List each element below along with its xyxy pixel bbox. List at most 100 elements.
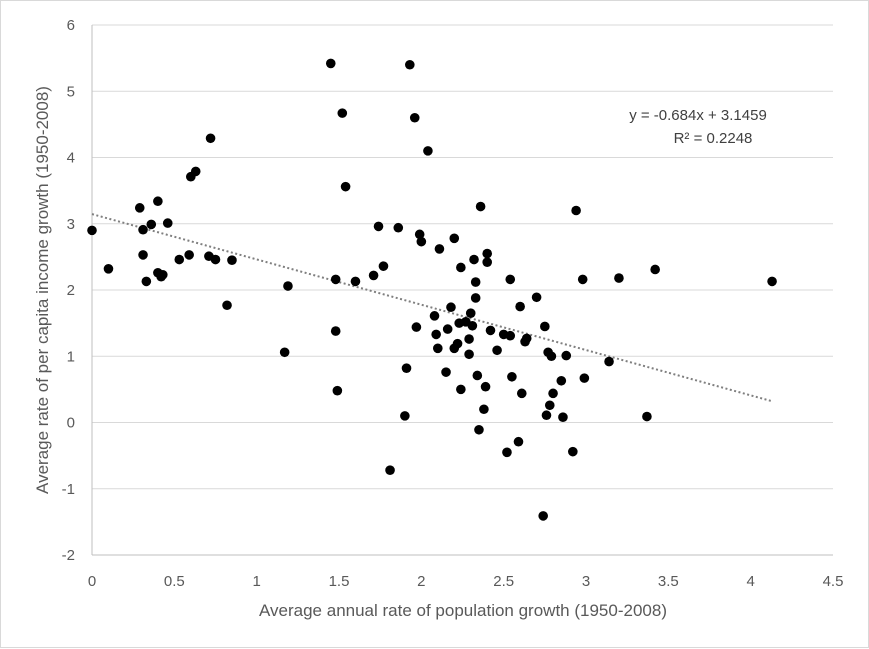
data-point	[464, 334, 474, 344]
x-tick-label: 3.5	[658, 573, 679, 590]
data-point	[568, 446, 578, 457]
trendline-equation: y = -0.684x + 3.1459	[629, 107, 767, 124]
data-point	[184, 250, 194, 260]
data-point	[492, 345, 502, 356]
data-point	[429, 311, 440, 321]
y-axis-title: Average rate of per capita income growth…	[33, 86, 52, 494]
data-point	[614, 273, 624, 283]
data-point	[469, 254, 479, 265]
data-point	[385, 465, 395, 476]
data-point	[103, 264, 114, 274]
data-point	[449, 233, 460, 244]
data-point	[337, 108, 348, 118]
data-point	[141, 276, 152, 287]
trendline-r-squared: R² = 0.2248	[674, 130, 753, 147]
data-point	[548, 388, 558, 399]
data-point	[767, 276, 777, 287]
data-point	[441, 367, 451, 377]
data-point	[521, 333, 532, 344]
data-point	[190, 166, 201, 177]
data-point	[414, 229, 425, 240]
data-point	[561, 350, 572, 361]
data-point	[350, 276, 361, 287]
x-tick-label: 3	[582, 573, 590, 590]
data-point	[210, 254, 221, 265]
y-tick-label: 1	[67, 348, 75, 365]
gridlines	[92, 24, 833, 556]
data-point	[405, 59, 415, 70]
data-point	[431, 329, 441, 340]
data-point	[502, 447, 512, 458]
data-point	[158, 269, 168, 280]
data-point	[174, 254, 185, 265]
data-point	[279, 347, 290, 358]
y-tick-label: 3	[67, 216, 75, 233]
data-point	[556, 375, 567, 386]
data-point	[222, 300, 232, 311]
data-point	[409, 112, 420, 123]
x-tick-label: 0	[88, 573, 96, 590]
data-point	[205, 133, 216, 144]
trendline	[91, 213, 773, 403]
data-point	[134, 203, 145, 213]
data-point	[368, 270, 379, 281]
data-point	[162, 218, 173, 228]
data-point	[378, 261, 389, 271]
data-point	[642, 411, 652, 422]
x-axis-title: Average annual rate of population growth…	[259, 601, 667, 620]
data-point	[541, 410, 552, 421]
data-point	[546, 351, 557, 362]
data-point	[470, 277, 481, 287]
data-point	[577, 274, 588, 285]
data-point	[540, 321, 550, 332]
data-point	[480, 381, 491, 392]
data-point	[283, 281, 293, 291]
data-point	[393, 222, 404, 233]
x-tick-label: 0.5	[164, 573, 185, 590]
data-points	[87, 58, 777, 521]
x-tick-label: 1	[252, 573, 260, 590]
data-point	[138, 250, 148, 260]
y-tick-label: 2	[67, 282, 75, 299]
data-point	[505, 330, 516, 341]
x-tick-label: 4	[746, 573, 754, 590]
data-point	[538, 511, 548, 521]
y-tick-label: 6	[67, 17, 75, 34]
data-point	[464, 349, 474, 360]
data-point	[416, 236, 427, 247]
y-tick-label: -1	[62, 481, 75, 498]
data-point	[330, 326, 341, 336]
x-tick-label: 2.5	[493, 573, 514, 590]
y-tick-label: 4	[67, 150, 75, 167]
data-point	[482, 248, 493, 259]
x-tick-label: 1.5	[329, 573, 350, 590]
data-point	[544, 400, 555, 411]
data-point	[474, 424, 484, 435]
data-point	[401, 363, 412, 373]
data-point	[332, 385, 343, 396]
trendline-layer	[91, 213, 773, 403]
data-point	[456, 384, 466, 395]
tick-labels: -2 -1 0 1 2 3 4 5 6 0 0.5 1 1.5 2 2.5 3 3.5 4 4.5	[62, 17, 844, 590]
data-point	[153, 196, 163, 207]
data-point	[482, 257, 493, 267]
x-tick-label: 4.5	[823, 573, 844, 590]
y-tick-label: 0	[67, 415, 75, 432]
y-tick-label: -2	[62, 547, 75, 564]
data-point	[485, 325, 496, 336]
data-point	[516, 388, 527, 399]
data-point	[604, 356, 614, 367]
data-point	[470, 293, 481, 303]
data-point	[452, 338, 463, 349]
data-point	[325, 58, 336, 69]
data-point	[558, 412, 568, 423]
data-point	[400, 411, 410, 421]
data-point	[423, 146, 433, 156]
data-point	[479, 404, 489, 415]
data-point	[465, 308, 476, 318]
data-point	[467, 320, 478, 331]
data-point	[442, 324, 453, 334]
data-point	[472, 370, 483, 381]
y-tick-label: 5	[67, 83, 75, 100]
